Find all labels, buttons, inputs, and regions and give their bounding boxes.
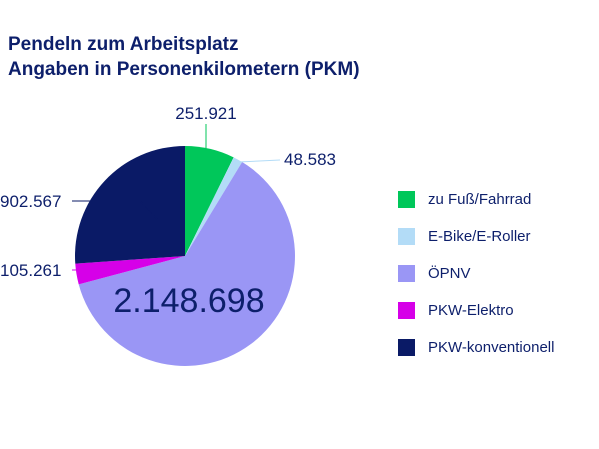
leader-lines <box>72 124 281 271</box>
legend-swatch <box>398 227 415 245</box>
legend: zu Fuß/Fahrrad E-Bike/E-Roller ÖPNV PKW-… <box>398 190 554 375</box>
legend-item-elektro: PKW-Elektro <box>398 301 554 319</box>
legend-label: ÖPNV <box>428 264 471 282</box>
legend-swatch <box>398 338 415 356</box>
pie-slice-elektro <box>75 256 185 285</box>
legend-item-ebike: E-Bike/E-Roller <box>398 227 554 245</box>
legend-item-konventionell: PKW-konventionell <box>398 338 554 356</box>
slice-label-ebike: 48.583 <box>284 150 336 169</box>
legend-label: PKW-konventionell <box>428 338 555 356</box>
slice-label-konventionell: 902.567 <box>0 192 61 211</box>
slice-label-elektro: 105.261 <box>0 261 61 280</box>
leader-line-konventionell <box>72 200 159 221</box>
pie-slice-oepnv <box>78 162 295 366</box>
pie-slice-ebike <box>185 157 243 256</box>
slice-label-fahrrad: 251.921 <box>175 104 236 123</box>
chart-title: Pendeln zum Arbeitsplatz <box>8 34 239 55</box>
legend-label: zu Fuß/Fahrrad <box>428 190 532 208</box>
slice-label-oepnv: 2.148.698 <box>113 282 264 320</box>
pie-slice-fahrrad <box>185 146 234 256</box>
legend-item-fahrrad: zu Fuß/Fahrrad <box>398 190 554 208</box>
legend-label: E-Bike/E-Roller <box>428 227 531 245</box>
slice-labels: 251.921 48.583 2.148.698 105.261 902.567 <box>0 104 336 320</box>
legend-item-oepnv: ÖPNV <box>398 264 554 282</box>
pie-slices <box>75 146 295 366</box>
chart-subtitle: Angaben in Personenkilometern (PKM) <box>8 59 360 80</box>
pie-slice-konventionell <box>75 146 185 264</box>
legend-swatch <box>398 301 415 319</box>
leader-line-ebike <box>237 159 281 163</box>
chart-title-block: Pendeln zum Arbeitsplatz Angaben in Pers… <box>8 32 360 82</box>
legend-label: PKW-Elektro <box>428 301 514 319</box>
legend-swatch <box>398 264 415 282</box>
legend-swatch <box>398 190 415 208</box>
